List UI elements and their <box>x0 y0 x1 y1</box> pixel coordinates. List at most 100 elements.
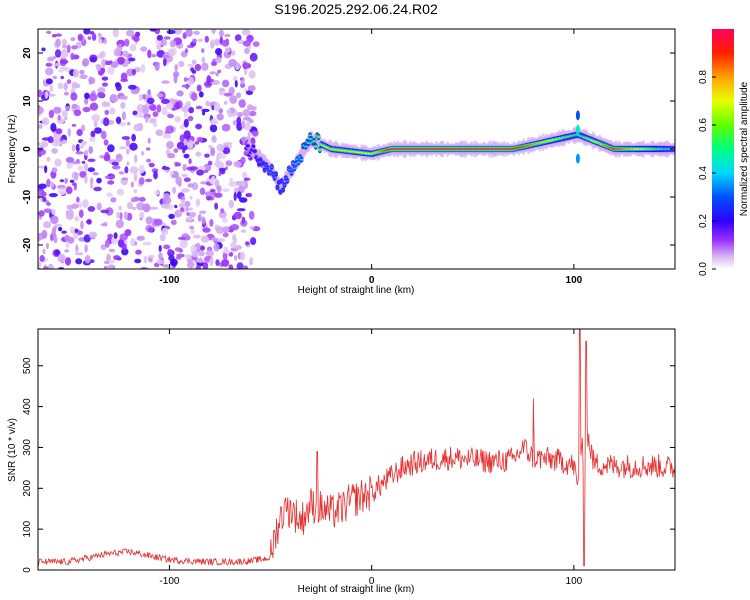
spectrogram-signal-cell <box>306 142 311 144</box>
spectrogram-noise-cell <box>246 120 250 129</box>
spectrogram-noise-cell <box>156 93 164 98</box>
spectrogram-noise-cell <box>198 91 204 98</box>
spectrogram-noise-cell <box>89 259 95 264</box>
spectrogram-noise-cell <box>43 208 52 213</box>
spectrogram-noise-cell <box>133 36 140 42</box>
spectrogram-noise-cell <box>56 184 66 190</box>
spectrogram-noise-cell <box>180 123 185 130</box>
colorbar-tick-label: 0.2 <box>698 214 709 228</box>
spectrogram-noise-cell <box>54 49 62 58</box>
spectrogram-noise-cell <box>191 251 199 258</box>
spectrogram-noise-cell <box>104 239 110 248</box>
spectrogram-noise-cell <box>84 149 89 156</box>
spectrogram-noise-cell <box>109 60 113 64</box>
spectrogram-y-ticks: -20 -10 0 10 20 <box>22 47 675 252</box>
spectrogram-noise-cell <box>124 38 130 47</box>
spectrogram-noise-cell <box>173 29 182 35</box>
spectrogram-noise-cell <box>221 123 231 132</box>
spectrogram-noise-cell <box>219 87 225 92</box>
spectrogram-noise-cell <box>215 72 219 77</box>
spectrogram-noise-cell <box>82 199 89 208</box>
spectrogram-noise-cell <box>110 61 119 68</box>
spectrogram-noise-cell <box>241 120 246 129</box>
spectrogram-noise-cell <box>106 192 113 197</box>
spectrogram-noise-cell <box>163 244 171 250</box>
spectrogram-noise-cell <box>78 202 83 208</box>
spectrogram-noise-cell <box>161 227 169 236</box>
spectrogram-noise-cell <box>141 151 145 156</box>
spectrogram-noise-cell <box>186 212 191 216</box>
spectrogram-noise-cell <box>185 101 192 108</box>
spectrogram-noise-cell <box>236 262 244 269</box>
spectrogram-noise-cell <box>195 264 201 269</box>
spectrogram-noise-cell <box>74 216 80 222</box>
spectrogram-noise-cell <box>192 38 197 44</box>
colorbar-gradient <box>712 29 734 269</box>
spectrogram-noise-cell <box>218 172 222 177</box>
spectrogram-noise-cell <box>243 177 251 181</box>
spectrogram-noise-cell <box>117 44 123 47</box>
spectrogram-noise-cell <box>59 59 69 64</box>
spectrogram-noise-cell <box>175 176 182 186</box>
spectrogram-noise-cell <box>180 106 188 112</box>
spectrogram-noise-cell <box>134 114 144 118</box>
spectrogram-signal-cell <box>308 134 312 137</box>
spectrogram-noise-cell <box>67 128 72 137</box>
spectrogram-noise-cell <box>154 62 160 71</box>
spectrogram-noise-cell <box>110 94 119 103</box>
spectrogram-noise-cell <box>236 92 242 99</box>
spectrogram-x-label: Height of straight line (km) <box>298 285 415 296</box>
spectrogram-noise-cell <box>100 223 108 227</box>
colorbar-ticks: 0.0 0.2 0.4 0.6 0.8 <box>698 70 716 276</box>
spectrogram-noise-cell <box>161 80 170 84</box>
spectrogram-noise-cell <box>236 116 242 125</box>
spectrogram-noise-cell <box>104 109 110 116</box>
spectrogram-noise-cell <box>249 52 258 62</box>
spectrogram-noise-cell <box>233 160 242 168</box>
spectrogram-noise-cell <box>213 243 220 252</box>
spectrogram-noise-cell <box>210 78 214 83</box>
spectrogram-noise-cell <box>241 29 251 36</box>
spectrogram-signal-cell <box>265 166 270 169</box>
spectrogram-noise-cell <box>101 67 106 74</box>
spectrogram-noise-cell <box>100 244 107 251</box>
spectrogram-noise-cell <box>64 249 69 253</box>
spectrogram-noise-cell <box>64 234 71 242</box>
spectrogram-noise-cell <box>45 78 53 85</box>
spectrogram-noise-cell <box>108 248 116 253</box>
spectrogram-noise-cell <box>103 139 109 146</box>
spectrogram-noise-cell <box>111 161 120 166</box>
spectrogram-noise-cell <box>77 33 84 42</box>
spectrogram-noise-cell <box>189 211 196 218</box>
spectrogram-noise-cell <box>38 261 42 269</box>
spectrogram-noise-cell <box>126 161 130 166</box>
spectrogram-noise-cell <box>215 157 220 167</box>
spectrogram-noise-cell <box>205 195 212 201</box>
spectrogram-noise-cell <box>174 209 183 218</box>
spectrogram-noise-cell <box>170 219 177 225</box>
spectrogram-signal-cell <box>289 171 294 174</box>
spectrogram-noise-cell <box>229 95 238 104</box>
y-tick-label: 0 <box>22 567 33 573</box>
spectrogram-signal-cell <box>317 148 322 151</box>
spectrogram-noise-cell <box>186 166 195 171</box>
spectrogram-noise-cell <box>228 264 234 269</box>
spectrogram-noise-cell <box>102 82 108 87</box>
spectrogram-noise-cell <box>57 82 64 90</box>
spectrogram-noise-cell <box>174 204 178 209</box>
spectrogram-noise-cell <box>209 189 216 193</box>
spectrogram-noise-cell <box>184 253 191 260</box>
spectrogram-noise-cell <box>57 114 61 121</box>
spectrogram-noise-cell <box>155 39 162 45</box>
spectrogram-noise-cell <box>176 141 185 150</box>
spectrogram-noise-cell <box>80 140 87 146</box>
spectrogram-noise-cell <box>115 153 123 163</box>
spectrogram-noise-cell <box>162 58 167 67</box>
spectrogram-noise-cell <box>188 139 194 149</box>
spectrogram-noise-cell <box>75 258 83 265</box>
spectrogram-noise-cell <box>161 166 171 170</box>
spectrogram-noise-cell <box>47 263 54 269</box>
spectrogram-noise-cell <box>118 205 122 211</box>
spectrogram-noise-cell <box>184 200 191 208</box>
spectrogram-noise-cell <box>236 191 242 200</box>
